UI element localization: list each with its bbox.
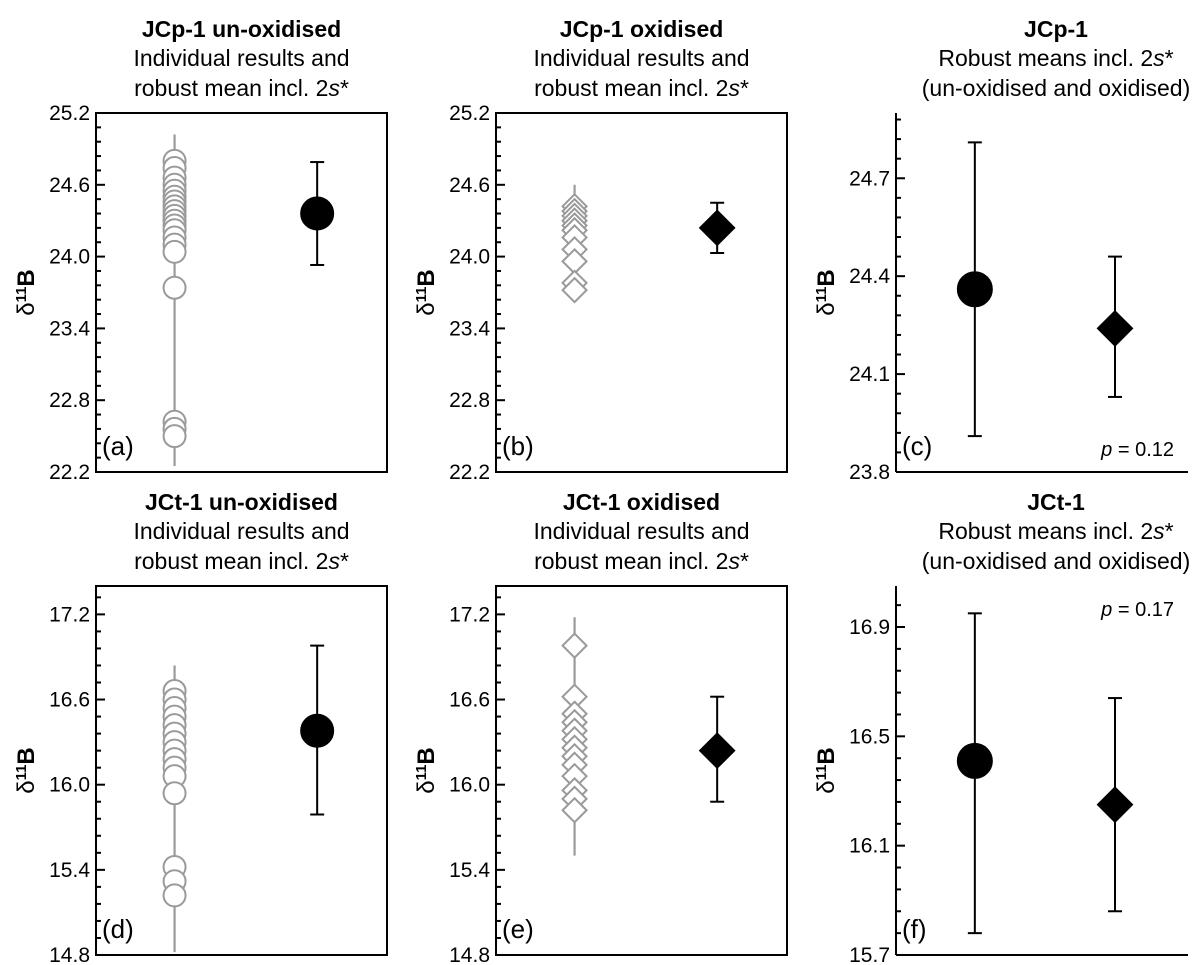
panel-a: JCp-1 un-oxidised Individual results and r…	[13, 16, 388, 484]
chart-subtitle-line: Robust means incl. 2s*	[938, 518, 1173, 544]
chart-title: JCt-1 un-oxidised	[145, 489, 338, 515]
y-tick-label: 22.8	[449, 389, 490, 412]
chart-title: JCp-1	[1024, 16, 1088, 42]
individual-result-point	[162, 781, 187, 806]
y-tick-label: 23.4	[49, 317, 90, 340]
y-tick-label: 16.0	[449, 774, 490, 797]
y-tick-label: 15.4	[449, 859, 490, 882]
y-tick-label: 16.9	[849, 616, 890, 639]
chart-title: JCt-1 oxidised	[563, 489, 720, 515]
chart-subtitle-line: robust mean incl. 2s*	[134, 548, 349, 574]
robust-mean-point	[956, 271, 993, 308]
y-tick-label: 25.2	[49, 102, 90, 125]
y-tick-label: 16.5	[849, 725, 890, 748]
panel-label: (d)	[102, 914, 134, 944]
panel-label: (a)	[102, 431, 134, 461]
y-tick-label: 24.0	[449, 246, 490, 269]
chart-subtitle-line: Individual results and	[133, 45, 349, 71]
chart-subtitle-line: robust mean incl. 2s*	[134, 75, 349, 101]
individual-result-point	[162, 424, 187, 449]
y-tick-label: 15.4	[49, 859, 90, 882]
plot-frame	[95, 112, 388, 473]
robust-mean-point	[300, 713, 335, 748]
chart-subtitle-line: (un-oxidised and oxidised)	[922, 548, 1191, 574]
chart-subtitle-line: Robust means incl. 2s*	[938, 45, 1173, 71]
y-tick-label: 24.4	[849, 265, 890, 288]
robust-mean-point	[956, 742, 993, 779]
chart-subtitle-line: robust mean incl. 2s*	[534, 548, 749, 574]
panel-d: JCt-1 un-oxidised Individual results and r…	[13, 489, 388, 965]
individual-result-point	[162, 275, 187, 300]
y-tick-label: 14.8	[449, 944, 490, 965]
y-axis-label: δ11B	[413, 269, 441, 316]
panel-label: (e)	[502, 914, 534, 944]
y-tick-label: 24.6	[449, 174, 490, 197]
individual-result-point	[162, 883, 187, 908]
y-axis-label: δ11B	[13, 269, 41, 316]
y-tick-label: 16.0	[49, 774, 90, 797]
y-tick-label: 22.2	[49, 461, 90, 484]
chart-subtitle-line: (un-oxidised and oxidised)	[922, 75, 1191, 101]
robust-mean-point	[698, 732, 736, 770]
individual-result-point	[561, 276, 588, 304]
y-axis-label: δ11B	[813, 747, 841, 794]
y-tick-label: 16.6	[449, 689, 490, 712]
y-tick-label: 23.4	[449, 317, 490, 340]
robust-mean-point	[300, 196, 335, 231]
chart-title: JCp-1 un-oxidised	[142, 16, 341, 42]
p-value-annotation: p = 0.12	[1100, 439, 1174, 461]
individual-result-point	[162, 239, 187, 264]
y-tick-label: 25.2	[449, 102, 490, 125]
panel-label: (b)	[502, 431, 534, 461]
robust-mean-point	[698, 209, 736, 247]
robust-mean-point	[1096, 786, 1134, 824]
panel-label: (c)	[902, 431, 932, 461]
y-tick-label: 15.7	[849, 944, 890, 965]
individual-result-point	[561, 632, 588, 660]
y-tick-label: 17.2	[449, 603, 490, 626]
y-tick-label: 22.8	[49, 389, 90, 412]
y-tick-label: 24.1	[849, 363, 890, 386]
p-value-annotation: p = 0.17	[1100, 599, 1174, 621]
chart-subtitle-line: Individual results and	[533, 45, 749, 71]
y-tick-label: 24.0	[49, 246, 90, 269]
y-tick-label: 16.6	[49, 689, 90, 712]
panel-b: JCp-1 oxidised Individual results and robu…	[413, 16, 788, 484]
y-tick-label: 17.2	[49, 603, 90, 626]
chart-subtitle-line: Individual results and	[533, 518, 749, 544]
chart-title: JCt-1	[1027, 489, 1085, 515]
y-tick-label: 23.8	[849, 461, 890, 484]
y-tick-label: 22.2	[449, 461, 490, 484]
individual-result-point	[561, 796, 588, 824]
y-tick-label: 24.7	[849, 167, 890, 190]
chart-subtitle-line: Individual results and	[133, 518, 349, 544]
panel-label: (f)	[902, 914, 927, 944]
robust-mean-point	[1096, 309, 1134, 347]
y-axis-label: δ11B	[13, 747, 41, 794]
y-tick-label: 16.1	[849, 835, 890, 858]
panel-e: JCt-1 oxidised Individual results and robu…	[413, 489, 788, 965]
chart-subtitle-line: robust mean incl. 2s*	[534, 75, 749, 101]
y-axis-label: δ11B	[813, 269, 841, 316]
plot-frame	[495, 585, 788, 956]
panel-c: JCp-1 Robust means incl. 2s* (un-oxidised …	[813, 16, 1191, 484]
y-tick-label: 24.6	[49, 174, 90, 197]
y-axis-label: δ11B	[413, 747, 441, 794]
plot-frame	[495, 112, 788, 473]
chart-title: JCp-1 oxidised	[560, 16, 724, 42]
y-tick-label: 14.8	[49, 944, 90, 965]
plot-frame	[95, 585, 388, 956]
panel-f: JCt-1 Robust means incl. 2s* (un-oxidised …	[813, 489, 1191, 965]
